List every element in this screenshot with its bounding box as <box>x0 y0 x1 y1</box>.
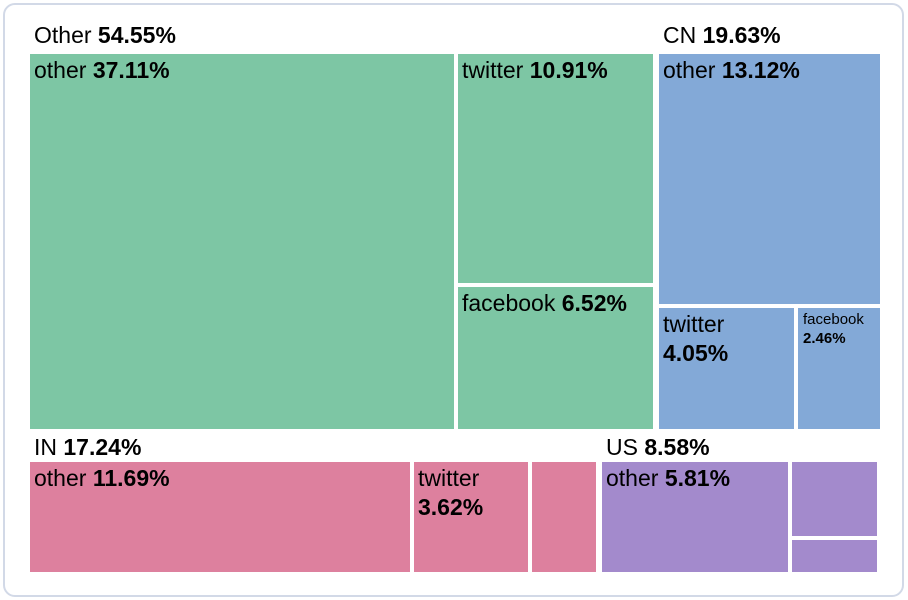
group-name: IN <box>34 434 57 460</box>
tile-value: 2.46% <box>803 329 846 347</box>
tile-label: other <box>34 57 87 83</box>
group-name: US <box>606 434 638 460</box>
tile-in-twitter[interactable]: twitter 3.62% <box>414 462 528 572</box>
group-value: 54.55% <box>97 22 176 48</box>
tile-value: 6.52% <box>561 290 627 316</box>
group-label-other: Other 54.55% <box>30 22 176 49</box>
tile-value: 5.81% <box>664 465 731 491</box>
tile-us-unlabeled-1[interactable] <box>792 462 877 536</box>
tile-label: other <box>606 465 659 491</box>
group-value: 8.58% <box>644 434 710 460</box>
tile-other-twitter[interactable]: twitter 10.91% <box>458 54 653 283</box>
tile-label: facebook <box>462 290 556 316</box>
tile-in-other[interactable]: other 11.69% <box>30 462 410 572</box>
tile-cn-facebook[interactable]: facebook 2.46% <box>798 308 880 429</box>
group-name: CN <box>663 22 697 48</box>
tile-label: other <box>663 57 716 83</box>
tile-other-facebook[interactable]: facebook 6.52% <box>458 287 653 429</box>
group-value: 17.24% <box>63 434 142 460</box>
tile-label: facebook <box>803 311 864 328</box>
tile-value: 3.62% <box>418 493 484 520</box>
tile-us-unlabeled-2[interactable] <box>792 540 877 572</box>
tile-value: 10.91% <box>529 57 608 83</box>
tile-label: twitter <box>663 311 725 337</box>
group-label-us: US 8.58% <box>602 434 710 461</box>
tile-us-other[interactable]: other 5.81% <box>602 462 788 572</box>
tile-value: 37.11% <box>92 57 170 83</box>
tile-cn-other[interactable]: other 13.12% <box>659 54 880 304</box>
group-label-in: IN 17.24% <box>30 434 141 461</box>
tile-label: other <box>34 465 87 491</box>
tile-label: twitter <box>418 465 480 491</box>
tile-value: 13.12% <box>721 57 800 83</box>
group-value: 19.63% <box>702 22 781 48</box>
group-name: Other <box>34 22 92 48</box>
tile-cn-twitter[interactable]: twitter 4.05% <box>659 308 794 429</box>
tile-in-unlabeled[interactable] <box>532 462 596 572</box>
tile-value: 11.69% <box>92 465 170 491</box>
tile-label: twitter <box>462 57 524 83</box>
group-label-cn: CN 19.63% <box>659 22 781 49</box>
tile-value: 4.05% <box>663 339 729 366</box>
tile-other-other[interactable]: other 37.11% <box>30 54 454 429</box>
